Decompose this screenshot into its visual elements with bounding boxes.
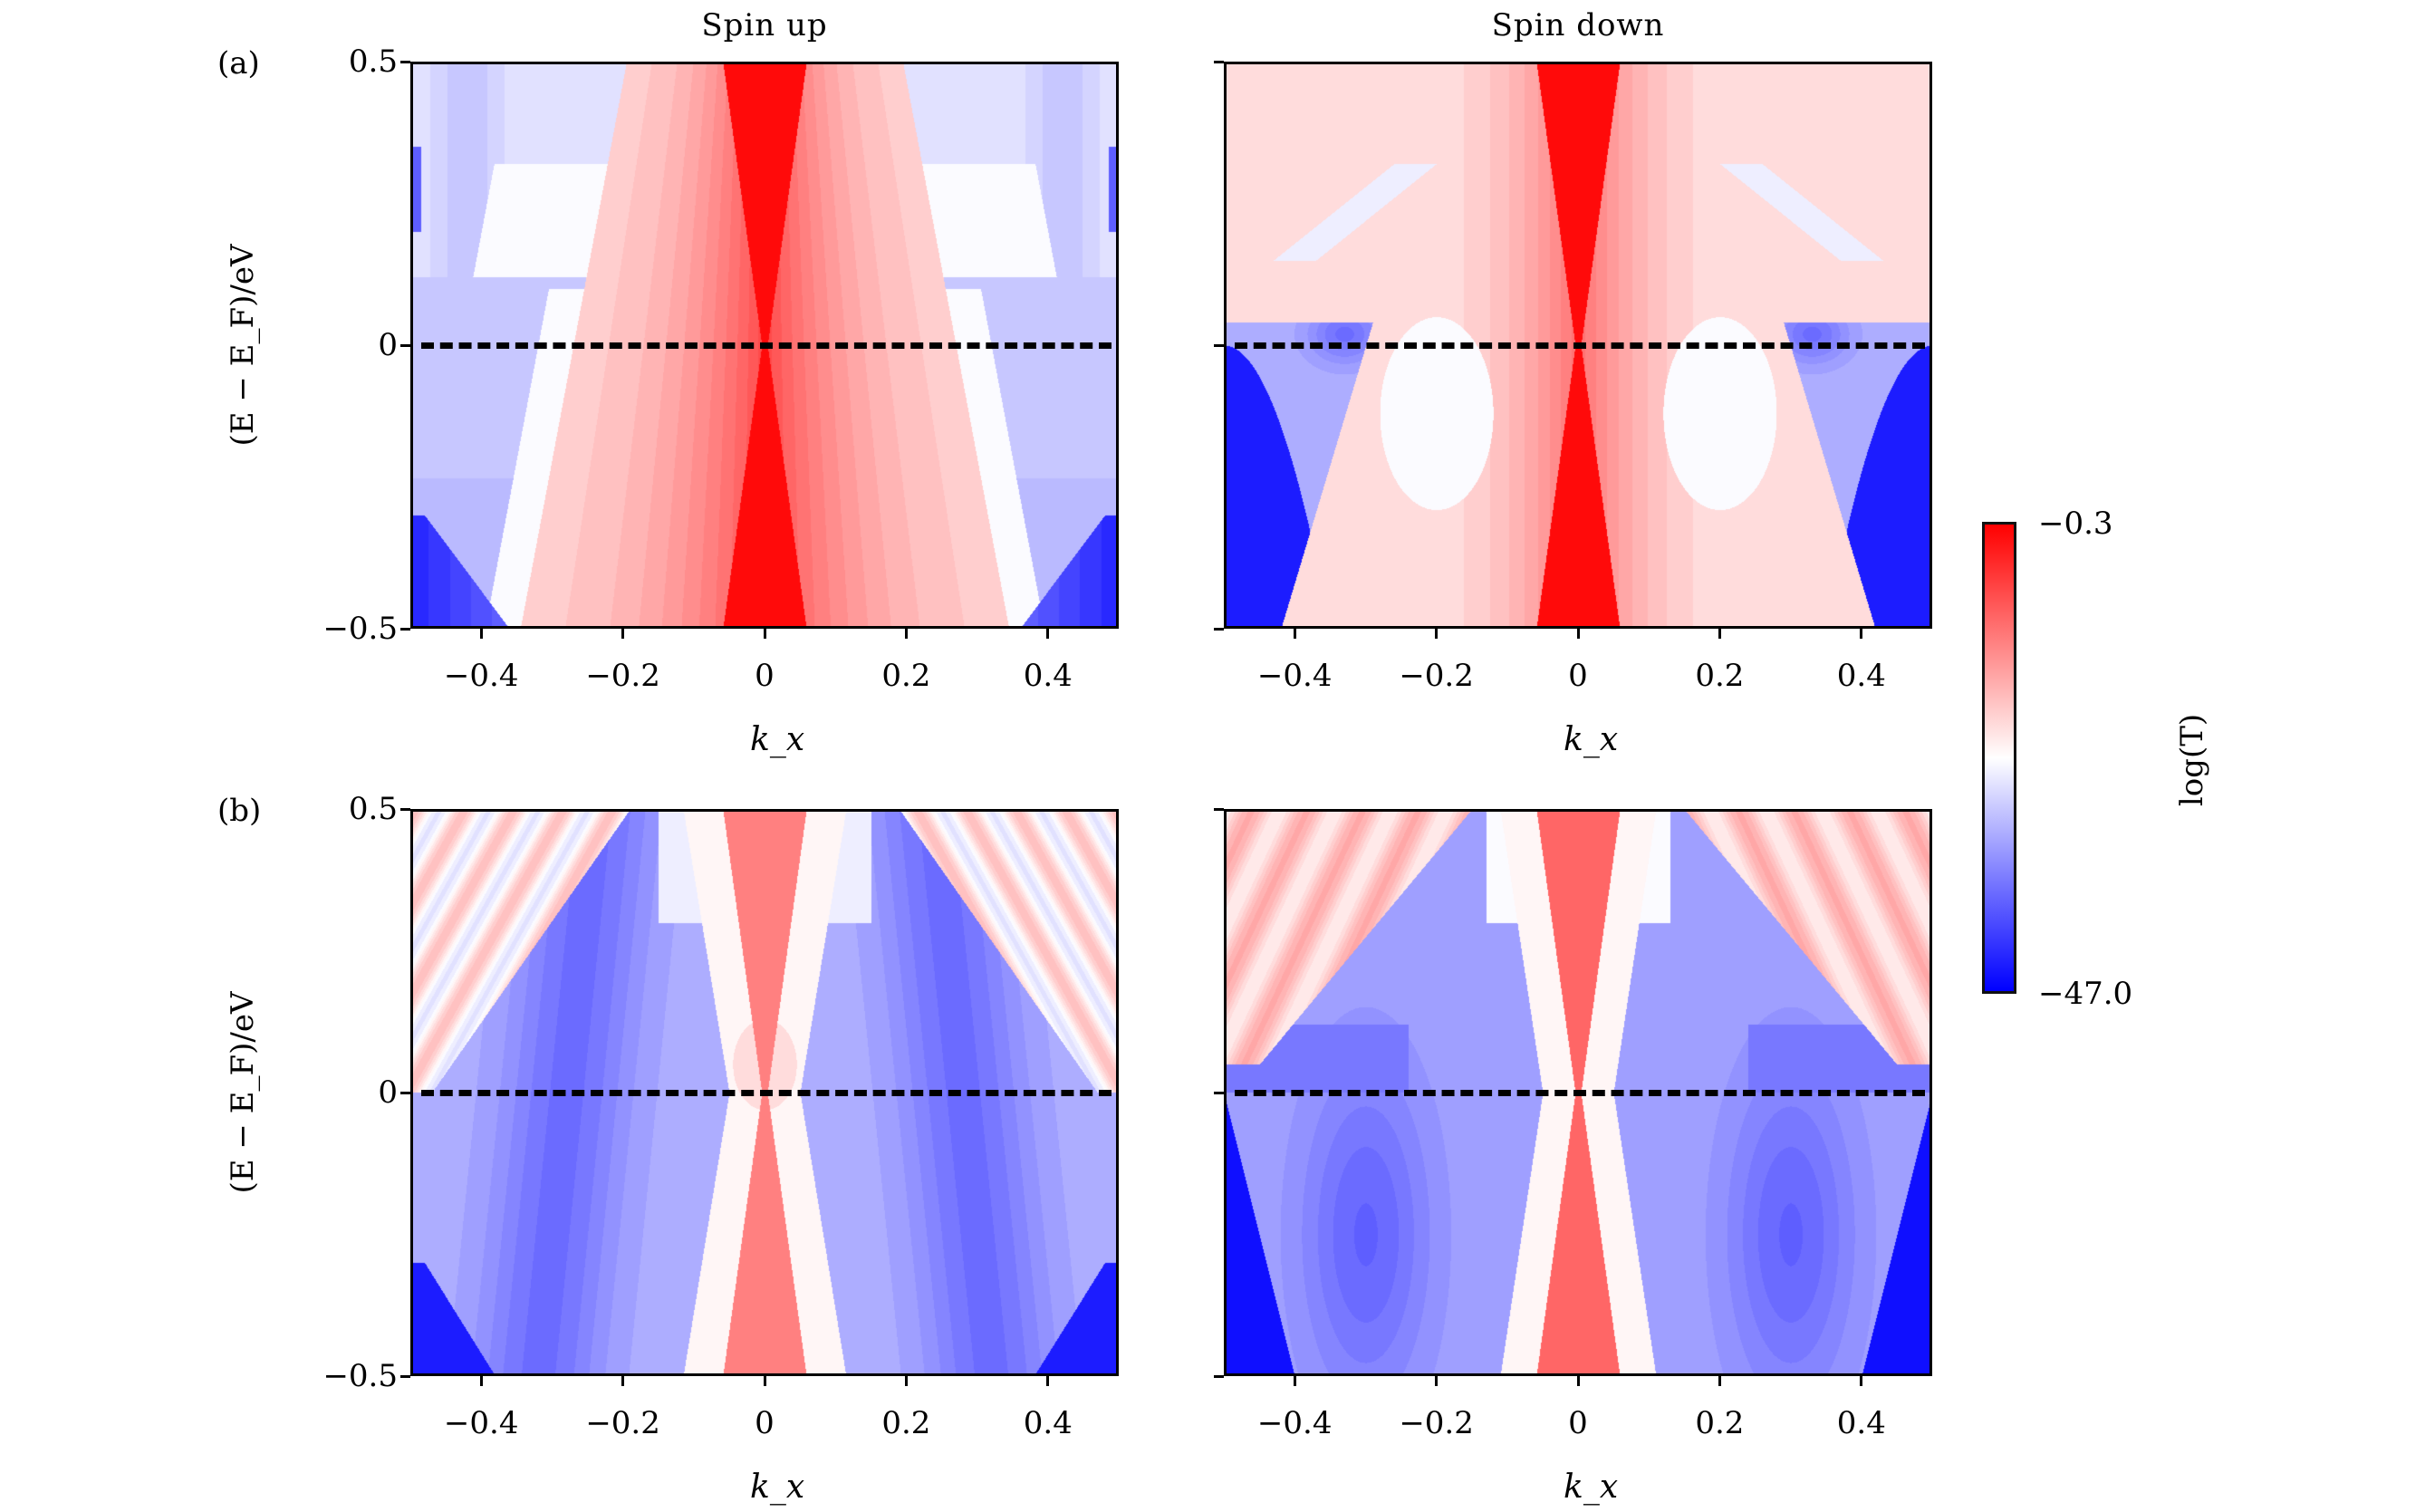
x-axis-label-text: k_x [1564, 721, 1619, 758]
x-tick-label: −0.4 [443, 658, 519, 694]
x-tick [1046, 1376, 1050, 1386]
fermi-level-line [421, 1090, 1111, 1096]
fermi-level-line [1235, 1090, 1925, 1096]
fermi-level-line [1235, 342, 1925, 349]
heatmap-panel-b-spin-down: −0.4 −0.2 0 0.2 0.4 k_x [1214, 807, 1932, 1506]
y-tick [1214, 60, 1224, 63]
colorbar-min-label: −47.0 [2038, 976, 2133, 1012]
x-tick [1718, 629, 1721, 639]
heatmap-panel-a-spin-up: −0.4 −0.2 0 0.2 0.4 0.5 0 −0.5 k_x [322, 43, 1119, 758]
x-tick-label: 0.2 [1695, 1405, 1745, 1441]
x-tick [479, 1376, 483, 1386]
x-tick-label: 0.2 [881, 658, 931, 694]
x-axis-label-text: k_x [750, 721, 805, 758]
y-axis-label-b: (E − E_F)/eV [225, 991, 261, 1194]
x-tick [904, 1376, 908, 1386]
x-axis-label: k_x [1564, 721, 1618, 758]
y-tick [400, 627, 410, 631]
x-tick-label: −0.2 [1399, 1405, 1474, 1441]
y-tick [1214, 627, 1224, 631]
x-tick-label: −0.4 [443, 1405, 519, 1441]
y-tick-label: −0.5 [322, 611, 398, 647]
y-axis-label-a: (E − E_F)/eV [225, 244, 261, 447]
y-tick [1214, 807, 1224, 811]
x-tick [479, 629, 483, 639]
y-tick-label: 0.5 [348, 791, 398, 827]
y-tick [400, 1091, 410, 1094]
x-tick-label: 0.4 [1023, 1405, 1073, 1441]
y-tick-label: −0.5 [322, 1358, 398, 1394]
y-tick [1214, 1091, 1224, 1094]
x-axis-label-text: k_x [1564, 1469, 1619, 1506]
x-axis-label: k_x [750, 721, 804, 758]
heatmap-panel-b-spin-up: −0.4 −0.2 0 0.2 0.4 0.5 0 −0.5 k_x [322, 791, 1119, 1506]
y-tick [400, 1374, 410, 1378]
x-tick [904, 629, 908, 639]
x-tick [763, 629, 766, 639]
x-tick [1293, 629, 1296, 639]
x-tick [1046, 629, 1050, 639]
x-tick [1435, 629, 1439, 639]
y-tick-label: 0.5 [348, 43, 398, 80]
x-tick [1576, 1376, 1580, 1386]
y-tick [400, 807, 410, 811]
y-tick-label: 0 [378, 327, 398, 363]
y-tick [400, 343, 410, 347]
x-tick-label: 0 [1568, 1405, 1588, 1441]
x-tick [621, 629, 625, 639]
x-tick-label: 0.4 [1023, 658, 1073, 694]
y-tick [1214, 1374, 1224, 1378]
x-tick-label: 0 [1568, 658, 1588, 694]
x-tick-label: 0.2 [881, 1405, 931, 1441]
x-tick-label: 0.4 [1836, 658, 1886, 694]
x-tick-label: 0 [755, 658, 775, 694]
x-tick-label: 0.4 [1836, 1405, 1886, 1441]
x-tick [763, 1376, 766, 1386]
x-axis-label: k_x [1564, 1469, 1618, 1506]
column-title-spin-down: Spin down [1491, 7, 1665, 43]
colorbar [1982, 522, 2016, 994]
column-title-spin-up: Spin up [701, 7, 828, 43]
x-tick-label: −0.2 [1399, 658, 1474, 694]
fermi-level-line [421, 342, 1111, 349]
x-tick-label: −0.4 [1256, 658, 1333, 694]
y-tick [400, 60, 410, 63]
x-tick [1576, 629, 1580, 639]
x-tick [1718, 1376, 1721, 1386]
x-tick [1293, 1376, 1296, 1386]
x-tick [621, 1376, 625, 1386]
x-axis-label: k_x [750, 1469, 804, 1506]
row-label-b: (b) [217, 793, 262, 829]
x-tick-label: −0.2 [585, 658, 660, 694]
x-tick-label: 0.2 [1695, 658, 1745, 694]
x-tick [1860, 1376, 1863, 1386]
x-tick [1860, 629, 1863, 639]
y-tick-label: 0 [378, 1074, 398, 1111]
row-label-a: (a) [217, 45, 260, 82]
x-tick-label: −0.2 [585, 1405, 660, 1441]
x-tick-label: 0 [755, 1405, 775, 1441]
colorbar-label: log(T) [2174, 713, 2210, 807]
x-tick [1435, 1376, 1439, 1386]
y-tick [1214, 343, 1224, 347]
x-axis-label-text: k_x [750, 1469, 805, 1506]
heatmap-panel-a-spin-down: −0.4 −0.2 0 0.2 0.4 k_x [1214, 60, 1932, 758]
colorbar-max-label: −0.3 [2038, 506, 2113, 542]
x-tick-label: −0.4 [1256, 1405, 1333, 1441]
